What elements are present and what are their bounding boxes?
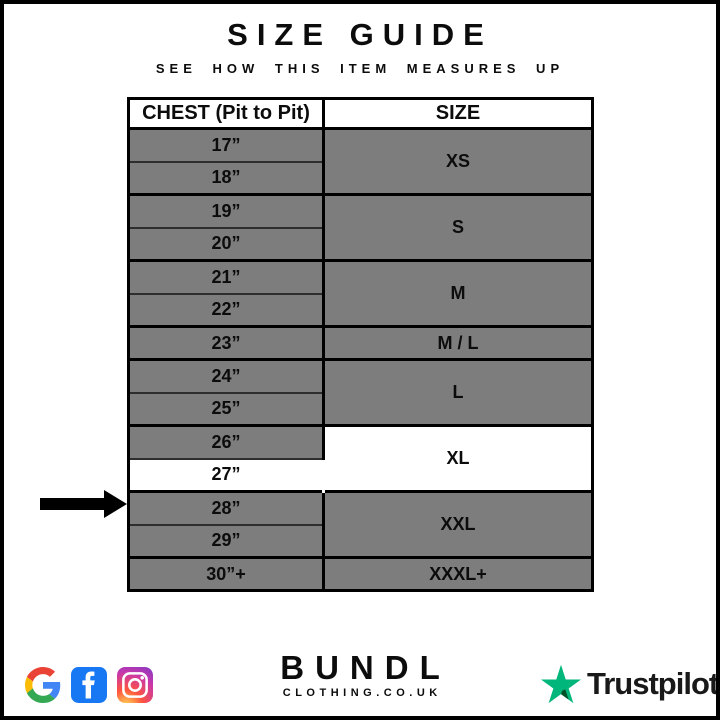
size-table: CHEST (Pit to Pit) SIZE 17” XS 18” 19” S… [127,97,594,592]
chest-cell: 23” [128,325,325,360]
chest-cell-highlighted: 27” [128,457,325,492]
chest-cell: 19” [128,193,325,228]
chest-cell: 24” [128,358,325,393]
brand-name: BUNDL [280,649,451,686]
trustpilot-label: Trustpilot [587,666,719,701]
chest-cell: 29” [128,523,325,558]
size-cell: M [323,259,593,327]
brand-logo: BUNDL CLOTHING.CO.UK [4,651,716,699]
size-cell-highlighted: XL [323,424,593,492]
size-cell: S [323,193,593,261]
social-icons [25,667,153,703]
table-row: 25” [128,391,593,426]
table-row: 30”+ XXXL+ [128,556,593,591]
table-row: 20” [128,226,593,261]
table-row: 17” XS [128,127,593,195]
size-cell: XXXL+ [323,556,593,591]
table-row: 22” [128,292,593,327]
table-header-row: CHEST (Pit to Pit) SIZE [128,98,593,130]
chest-cell: 26” [128,424,325,459]
table-row: 24” L [128,358,593,426]
row-pointer-arrow-icon [40,490,127,518]
table-row: 18” [128,160,593,195]
chest-cell: 25” [128,391,325,426]
chest-cell: 28” [128,490,325,525]
page-title: SIZE GUIDE [227,17,493,52]
table-row: 26” XL [128,424,593,492]
chest-cell: 30”+ [128,556,325,591]
table-row: 29” [128,523,593,558]
table-row-highlighted: 27” [128,457,593,492]
table-row: 28” XXL [128,490,593,558]
chest-cell: 18” [128,160,325,195]
brand-domain: CLOTHING.CO.UK [282,687,442,699]
google-icon[interactable] [25,667,61,703]
table-row: 23” M / L [128,325,593,360]
trustpilot-star-icon [541,664,581,704]
instagram-icon[interactable] [117,667,153,703]
column-header-size: SIZE [323,98,593,130]
chest-cell: 21” [128,259,325,294]
table-row: 19” S [128,193,593,261]
size-cell: XXL [323,490,593,558]
size-cell: M / L [323,325,593,360]
facebook-icon[interactable] [71,667,107,703]
table-row: 21” M [128,259,593,327]
size-cell: L [323,358,593,426]
chest-cell: 17” [128,127,325,162]
chest-cell: 20” [128,226,325,261]
page-subtitle: SEE HOW THIS ITEM MEASURES UP [155,61,565,76]
chest-cell: 22” [128,292,325,327]
size-cell: XS [323,127,593,195]
column-header-chest: CHEST (Pit to Pit) [128,98,325,130]
trustpilot-logo[interactable]: Trustpilot [541,664,719,704]
